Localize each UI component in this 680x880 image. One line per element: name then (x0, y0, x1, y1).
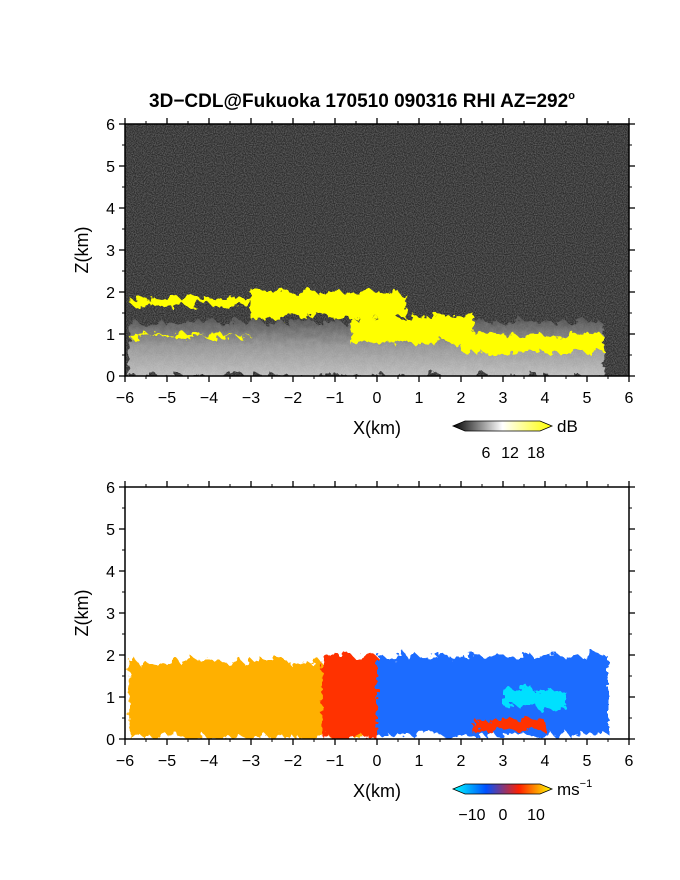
velocity-xtick-label: 1 (415, 753, 424, 770)
velocity-region (322, 651, 377, 739)
velocity-xtick-label: −2 (284, 753, 302, 770)
velocity-ytick-label: 4 (106, 564, 115, 581)
velocity-region (473, 715, 545, 735)
backscatter-colorbar-unit: dB (557, 417, 578, 436)
gray-echo-region (129, 316, 604, 376)
backscatter-xtick-label: −6 (116, 390, 134, 407)
velocity-ytick-label: 6 (106, 480, 115, 497)
backscatter-xtick-label: 2 (457, 390, 466, 407)
velocity-ytick-label: 1 (106, 690, 115, 707)
velocity-xtick-label: −4 (200, 753, 218, 770)
backscatter-xtick-label: 3 (499, 390, 508, 407)
backscatter-xtick-label: 5 (583, 390, 592, 407)
velocity-ytick-label: 0 (106, 732, 115, 749)
backscatter-echo-layer (129, 288, 604, 376)
velocity-colorbar: ms−1 −10 0 10 (451, 778, 592, 824)
backscatter-colorbar-bar (451, 420, 554, 432)
velocity-xlabel: X(km) (353, 781, 401, 801)
backscatter-axes: −6 −5 −4 −3 −2 −1 0 1 2 3 4 5 6 0 1 2 3 4 5 6 X(km) Z(km) (72, 117, 635, 438)
colorbar-tick-12: 12 (501, 445, 519, 462)
yellow-signal-band (351, 313, 474, 347)
velocity-xtick-label: −1 (326, 753, 344, 770)
backscatter-colorbar: dB 6 12 18 (451, 417, 578, 462)
backscatter-xlabel: X(km) (353, 418, 401, 438)
velocity-ytick-label: 5 (106, 522, 115, 539)
yellow-signal-band (251, 288, 407, 321)
velocity-xtick-label: −5 (158, 753, 176, 770)
velocity-xtick-label: −3 (242, 753, 260, 770)
velocity-xtick-label: 2 (457, 753, 466, 770)
colorbar-tick-6: 6 (482, 445, 491, 462)
figure-title: 3D−CDL@Fukuoka 170510 090316 RHI AZ=292o (149, 90, 575, 112)
velocity-xtick-label: 6 (625, 753, 634, 770)
colorbar-tick-minus10: −10 (458, 807, 485, 824)
velocity-xtick-label: −6 (116, 753, 134, 770)
velocity-ytick-label: 3 (106, 606, 115, 623)
velocity-ylabel: Z(km) (72, 590, 92, 637)
velocity-xtick-label: 0 (373, 753, 382, 770)
backscatter-ytick-label: 2 (106, 285, 115, 302)
velocity-echo-layer (129, 650, 608, 739)
velocity-region (503, 684, 566, 711)
backscatter-xtick-label: −3 (242, 390, 260, 407)
backscatter-xtick-label: −4 (200, 390, 218, 407)
velocity-region (377, 650, 608, 739)
backscatter-xtick-label: 6 (625, 390, 634, 407)
backscatter-xtick-label: 1 (415, 390, 424, 407)
velocity-colorbar-bar (451, 783, 554, 795)
backscatter-ytick-label: 1 (106, 327, 115, 344)
colorbar-tick-10: 10 (527, 807, 545, 824)
velocity-xtick-label: 3 (499, 753, 508, 770)
velocity-region (129, 656, 365, 739)
backscatter-ytick-label: 3 (106, 243, 115, 260)
backscatter-xtick-label: 0 (373, 390, 382, 407)
yellow-signal-band (461, 331, 604, 357)
backscatter-xtick-label: −1 (326, 390, 344, 407)
backscatter-ytick-label: 0 (106, 369, 115, 386)
colorbar-tick-0: 0 (499, 807, 508, 824)
velocity-xtick-label: 5 (583, 753, 592, 770)
velocity-colorbar-unit: ms−1 (557, 778, 592, 799)
yellow-signal-band (129, 330, 251, 342)
backscatter-xtick-label: −2 (284, 390, 302, 407)
velocity-ytick-label: 2 (106, 648, 115, 665)
velocity-axes: −6 −5 −4 −3 −2 −1 0 1 2 3 4 5 6 0 1 2 3 4 5 6 X(km) Z(km) (72, 480, 635, 801)
backscatter-xtick-label: 4 (541, 390, 550, 407)
backscatter-ytick-label: 6 (106, 117, 115, 134)
backscatter-ytick-label: 4 (106, 201, 115, 218)
colorbar-tick-18: 18 (527, 445, 545, 462)
backscatter-ytick-label: 5 (106, 159, 115, 176)
velocity-xtick-label: 4 (541, 753, 550, 770)
backscatter-xtick-label: −5 (158, 390, 176, 407)
backscatter-ylabel: Z(km) (72, 227, 92, 274)
